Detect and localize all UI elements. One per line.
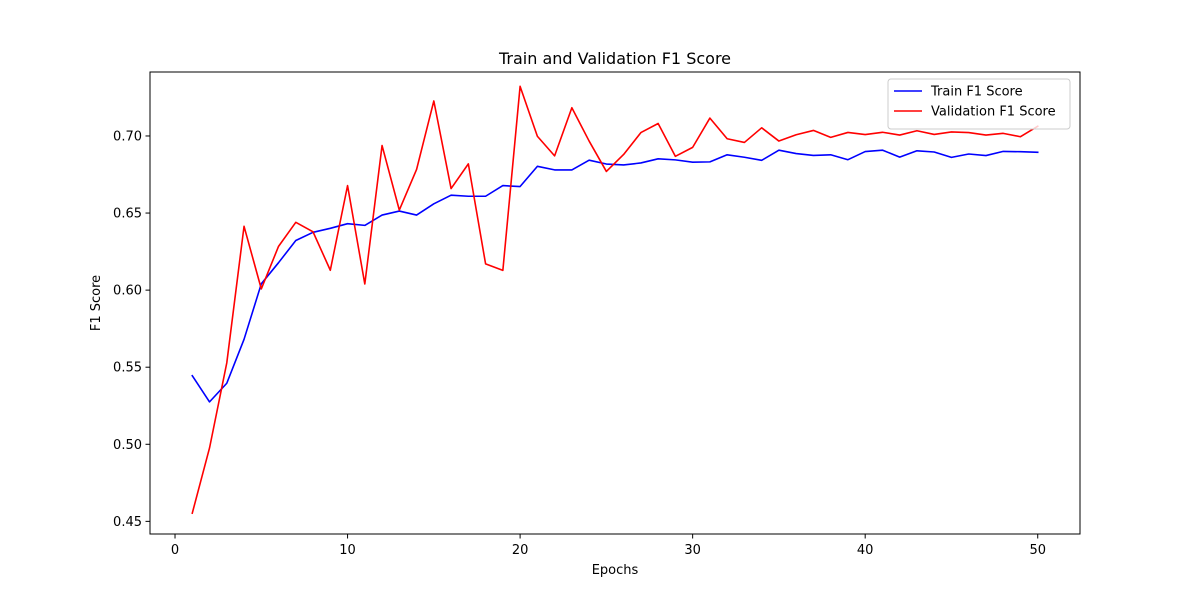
x-tick-label: 0 — [171, 543, 179, 558]
x-tick-label: 40 — [857, 543, 874, 558]
y-tick-label: 0.70 — [113, 129, 142, 144]
y-tick-label: 0.45 — [113, 515, 142, 530]
series-line-validation — [191, 85, 1039, 515]
y-axis-label: F1 Score — [89, 275, 104, 331]
x-tick-label: 20 — [512, 543, 529, 558]
y-tick-label: 0.50 — [113, 438, 142, 453]
legend: Train F1 Score Validation F1 Score — [887, 78, 1071, 130]
legend-label-validation: Validation F1 Score — [931, 105, 1056, 120]
legend-label-train: Train F1 Score — [930, 85, 1023, 100]
x-axis-label: Epochs — [592, 563, 639, 578]
plot-area: 0 10 20 30 40 50 0.45 0.50 0.55 0.60 0.65 0.70 — [113, 71, 1081, 558]
x-tick-label: 10 — [339, 543, 356, 558]
axes-frame — [149, 71, 1081, 535]
y-tick-label: 0.65 — [113, 207, 142, 222]
y-tick-label: 0.60 — [113, 284, 142, 299]
x-tick-label: 50 — [1029, 543, 1046, 558]
chart-title: Train and Validation F1 Score — [498, 49, 731, 68]
y-tick-label: 0.55 — [113, 361, 142, 376]
series-line-train — [191, 149, 1039, 403]
x-tick-label: 30 — [684, 543, 701, 558]
legend-box — [887, 78, 1071, 130]
